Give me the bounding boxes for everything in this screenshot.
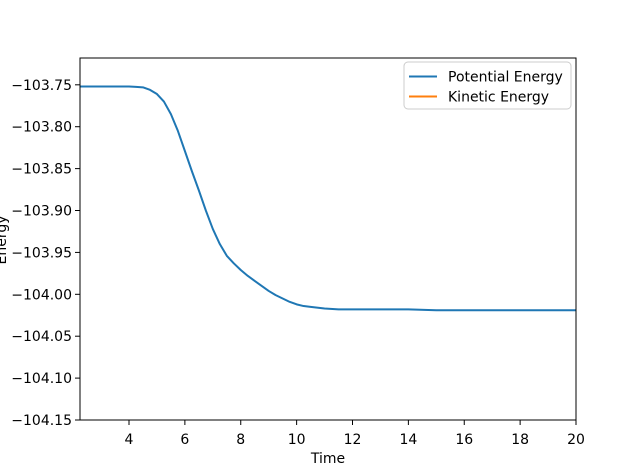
y-tick-label: −103.85 [11, 162, 72, 178]
y-tick-label: −103.80 [11, 120, 72, 136]
y-tick-label: −104.00 [11, 287, 72, 303]
series-line-potential-energy [80, 85, 576, 312]
x-tick-label: 18 [511, 432, 529, 448]
y-tick-label: −103.90 [11, 204, 72, 220]
x-tick-label: 10 [288, 432, 306, 448]
x-tick-label: 20 [567, 432, 585, 448]
legend-label-kinetic-energy: Kinetic Energy [448, 90, 549, 106]
y-axis-label: Energy [0, 215, 10, 264]
series-lines [80, 85, 576, 312]
legend-box [403, 61, 572, 110]
y-tick-label: −104.10 [11, 371, 72, 387]
x-tick-label: 8 [236, 432, 245, 448]
y-tick-label: −104.15 [11, 413, 72, 429]
axis-ticks: 4 6 8 10 12 14 16 18 20 −103.75 −103.80 −103.85 −103… [11, 78, 585, 448]
y-tick-label: −103.95 [11, 245, 72, 261]
x-tick-label: 4 [125, 432, 134, 448]
y-tick-label: −103.75 [11, 78, 72, 94]
legend-label-potential-energy: Potential Energy [448, 70, 563, 86]
legend: Potential Energy Kinetic Energy [403, 61, 572, 110]
x-tick-label: 16 [455, 432, 473, 448]
x-tick-label: 6 [180, 432, 189, 448]
y-tick-label: −104.05 [11, 329, 72, 345]
x-tick-label: 12 [344, 432, 362, 448]
x-tick-label: 14 [399, 432, 417, 448]
x-axis-label: Time [310, 451, 345, 467]
plot-area-spines [79, 57, 577, 421]
